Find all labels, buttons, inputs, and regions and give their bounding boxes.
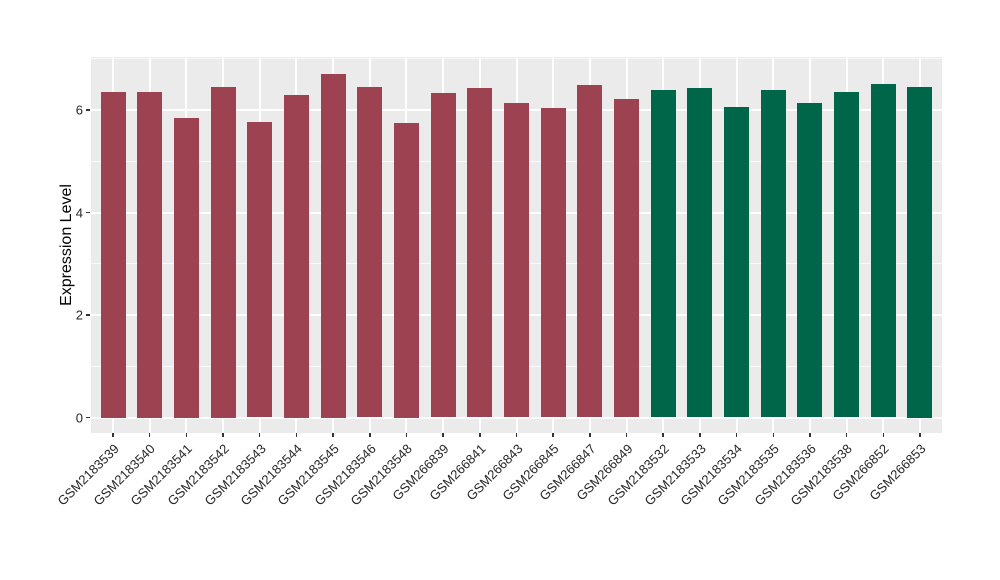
x-tick-mark: [515, 433, 518, 437]
bar-GSM266841: [467, 88, 493, 418]
bar-GSM2183539: [100, 92, 126, 418]
y-tick-label: 2: [75, 307, 83, 323]
x-tick-mark: [809, 433, 811, 437]
y-axis-title: Expression Level: [58, 184, 75, 306]
x-tick-mark: [332, 433, 334, 437]
bar-GSM2183541: [173, 117, 199, 418]
x-tick-mark: [662, 433, 664, 437]
plot-panel: [91, 57, 942, 433]
x-tick-mark: [735, 433, 738, 437]
bar-GSM2183535: [760, 90, 786, 418]
y-tick-label: 0: [75, 410, 83, 425]
bar-GSM266852: [870, 83, 896, 418]
y-tick-mark: [86, 109, 90, 111]
y-tick-mark: [86, 416, 90, 419]
bar-GSM2183544: [283, 94, 309, 418]
bar-GSM266853: [907, 86, 933, 418]
bar-GSM2183546: [357, 87, 383, 418]
bar-GSM266839: [430, 92, 456, 418]
y-tick-mark: [86, 211, 90, 214]
x-tick-mark: [295, 433, 298, 437]
x-tick-mark: [699, 433, 701, 437]
x-tick-mark: [112, 433, 114, 437]
bar-GSM266843: [504, 102, 529, 418]
x-tick-mark: [479, 433, 481, 437]
x-tick-mark: [369, 433, 371, 437]
x-tick-mark: [405, 433, 408, 437]
x-tick-mark: [919, 433, 921, 437]
bar-GSM2183536: [797, 103, 823, 418]
y-tick-label: 4: [75, 205, 83, 220]
x-tick-mark: [845, 433, 848, 437]
bar-GSM2183532: [650, 90, 676, 418]
bar-GSM2183534: [724, 106, 750, 418]
x-tick-mark: [258, 433, 261, 437]
x-tick-mark: [882, 433, 885, 437]
y-tick-mark: [86, 314, 90, 316]
bar-GSM266847: [577, 84, 603, 418]
x-tick-mark: [222, 433, 224, 437]
y-tick-label: 6: [75, 102, 83, 118]
bar-GSM2183542: [210, 86, 236, 418]
bar-GSM2183543: [247, 122, 273, 418]
x-tick-mark: [625, 433, 628, 437]
x-tick-mark: [185, 433, 188, 437]
x-tick-mark: [589, 433, 591, 437]
x-tick-mark: [148, 433, 151, 437]
x-tick-label-GSM2183539: GSM2183539: [54, 441, 122, 509]
bar-GSM266845: [540, 108, 566, 418]
bar-GSM266849: [614, 99, 640, 418]
bar-GSM2183548: [393, 122, 419, 418]
x-tick-mark: [772, 433, 775, 437]
bar-GSM2183538: [834, 91, 860, 418]
bar-GSM2183540: [137, 92, 163, 418]
x-tick-mark: [552, 433, 554, 437]
x-tick-mark: [442, 433, 444, 437]
bar-GSM2183533: [687, 87, 713, 418]
bar-GSM2183545: [320, 74, 346, 418]
